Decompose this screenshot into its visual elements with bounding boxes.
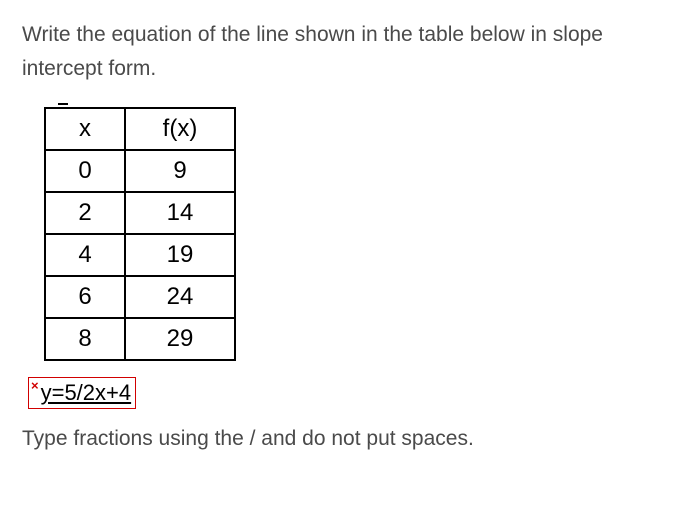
incorrect-icon: × (31, 378, 39, 393)
cell-fx: 29 (125, 318, 235, 360)
cell-fx: 9 (125, 150, 235, 192)
cell-x: 2 (45, 192, 125, 234)
hint-text: Type fractions using the / and do not pu… (22, 423, 655, 455)
header-x: x (45, 108, 125, 150)
cell-x: 8 (45, 318, 125, 360)
table-tick-mark (58, 99, 68, 105)
cell-x: 4 (45, 234, 125, 276)
answer-box[interactable]: ×y=5/2x+4 (28, 377, 136, 409)
table-row: 8 29 (45, 318, 235, 360)
data-table: x f(x) 0 9 2 14 4 19 6 24 8 29 (44, 107, 236, 361)
header-fx: f(x) (125, 108, 235, 150)
table-row: 4 19 (45, 234, 235, 276)
cell-x: 6 (45, 276, 125, 318)
table-row: 0 9 (45, 150, 235, 192)
cell-x: 0 (45, 150, 125, 192)
cell-fx: 19 (125, 234, 235, 276)
cell-fx: 24 (125, 276, 235, 318)
table-row: 2 14 (45, 192, 235, 234)
table-row: 6 24 (45, 276, 235, 318)
answer-value: y=5/2x+4 (41, 380, 132, 405)
cell-fx: 14 (125, 192, 235, 234)
question-text: Write the equation of the line shown in … (22, 18, 655, 85)
table-header-row: x f(x) (45, 108, 235, 150)
